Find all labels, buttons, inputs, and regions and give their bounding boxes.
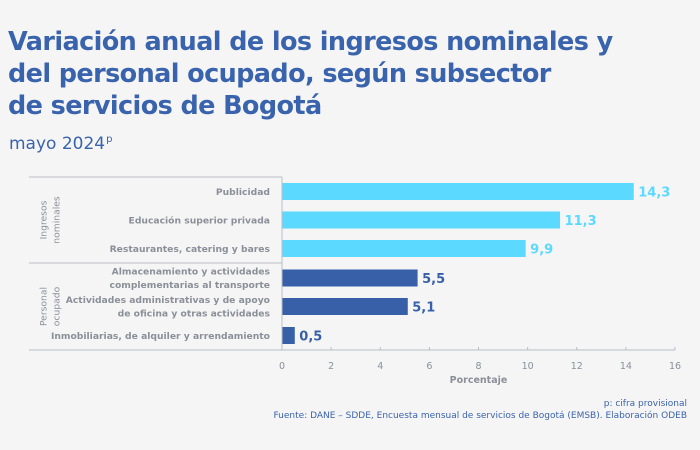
bar: [282, 211, 561, 229]
footnote: p: cifra provisional Fuente: DANE – SDDE…: [274, 398, 688, 422]
x-tick-label: 2: [328, 361, 334, 372]
group-label: Personal: [39, 287, 50, 326]
bar: [282, 298, 408, 315]
group-label: Ingresos: [39, 200, 50, 239]
subtitle-text: mayo 2024: [9, 134, 106, 154]
category-label: Inmobiliarias, de alquiler y arrendamien…: [51, 331, 270, 342]
bar: [282, 183, 634, 200]
provisional-note: p: cifra provisional: [603, 399, 687, 409]
title-line-3: de servicios de Bogotá: [8, 91, 322, 121]
x-tick-label: 8: [475, 361, 481, 372]
value-label: 5,5: [422, 272, 445, 287]
chart-title: Variación anual de los ingresos nominale…: [8, 26, 698, 122]
chart-subtitle: mayo 2024p: [9, 134, 112, 154]
x-tick-label: 10: [522, 361, 534, 372]
x-tick-label: 6: [426, 361, 432, 372]
value-label: 0,5: [299, 330, 322, 345]
x-tick-label: 0: [279, 361, 285, 372]
x-tick-label: 4: [377, 361, 383, 372]
value-label: 9,9: [530, 243, 553, 258]
category-label: Almacenamiento y actividades: [112, 267, 271, 278]
bar: [282, 269, 418, 287]
group-label: ocupado: [52, 286, 63, 326]
bar: [282, 327, 295, 344]
category-label: Restaurantes, catering y bares: [110, 244, 271, 255]
title-line-2: del personal ocupado, según subsector: [8, 59, 551, 89]
x-tick-label: 14: [620, 361, 632, 372]
value-label: 11,3: [565, 214, 597, 229]
category-label: Actividades administrativas y de apoyo: [66, 295, 270, 306]
value-label: 14,3: [638, 186, 670, 201]
x-axis-title: Porcentaje: [450, 375, 508, 386]
bar: [282, 240, 526, 257]
x-tick-label: 16: [669, 361, 681, 372]
source-note: Fuente: DANE – SDDE, Encuesta mensual de…: [273, 411, 688, 421]
category-label: complementarias al transporte: [110, 280, 271, 291]
x-tick-label: 12: [571, 361, 583, 372]
provisional-marker: p: [106, 134, 113, 145]
value-label: 5,1: [412, 301, 435, 316]
category-label: de oficina y otras actividades: [118, 309, 271, 320]
group-label: nominales: [52, 196, 63, 244]
title-line-1: Variación anual de los ingresos nominale…: [8, 27, 613, 57]
category-label: Educación superior privada: [129, 215, 270, 226]
category-label: Publicidad: [216, 187, 270, 198]
